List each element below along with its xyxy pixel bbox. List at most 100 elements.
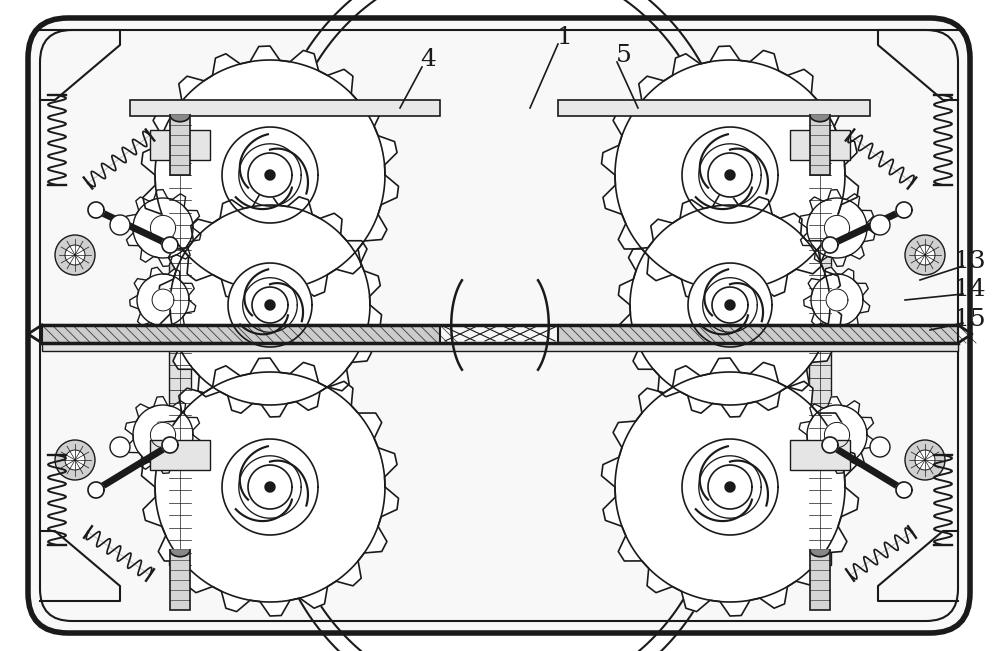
Polygon shape [162,237,178,253]
Circle shape [65,245,85,265]
Polygon shape [682,127,778,223]
Polygon shape [618,193,842,417]
FancyBboxPatch shape [28,18,970,633]
Polygon shape [125,189,201,266]
Polygon shape [630,205,830,405]
Polygon shape [170,115,190,122]
Polygon shape [601,358,859,616]
Bar [810,550,830,610]
Polygon shape [811,274,863,326]
Polygon shape [222,127,318,223]
Bar [150,440,210,470]
Polygon shape [615,372,845,602]
Polygon shape [133,405,193,465]
Bar [170,550,190,610]
Polygon shape [824,215,850,241]
Polygon shape [137,274,189,326]
Polygon shape [152,289,174,311]
Polygon shape [248,465,292,509]
Polygon shape [810,115,830,122]
Bar [169,340,191,565]
Circle shape [915,450,935,470]
Polygon shape [699,456,761,518]
Polygon shape [170,205,370,405]
Circle shape [870,215,890,235]
Bar [558,100,870,116]
Polygon shape [130,267,196,333]
Text: 5: 5 [616,44,632,66]
Polygon shape [239,456,301,518]
Polygon shape [239,144,301,206]
Polygon shape [799,396,875,473]
Bar [150,130,210,160]
Circle shape [55,235,95,275]
Polygon shape [228,263,312,347]
Polygon shape [725,170,735,180]
Polygon shape [155,60,385,290]
Polygon shape [133,198,193,258]
Circle shape [870,437,890,457]
Polygon shape [222,439,318,535]
Text: 14: 14 [954,279,986,301]
Polygon shape [601,46,859,304]
Polygon shape [125,396,201,473]
Polygon shape [615,60,845,290]
Polygon shape [141,46,399,304]
Polygon shape [712,287,748,323]
Polygon shape [708,153,752,197]
Polygon shape [162,437,178,453]
Polygon shape [682,439,778,535]
Polygon shape [88,202,104,218]
Polygon shape [824,422,850,448]
Bar [170,115,190,175]
Circle shape [65,450,85,470]
Bar [169,100,191,325]
Polygon shape [88,482,104,498]
Polygon shape [252,287,288,323]
Bar [130,100,440,116]
Polygon shape [725,482,735,492]
Text: 1: 1 [557,27,573,49]
Polygon shape [699,144,761,206]
Polygon shape [248,153,292,197]
Polygon shape [158,193,382,417]
Polygon shape [150,422,176,448]
Polygon shape [708,465,752,509]
Polygon shape [810,550,830,557]
Text: 4: 4 [420,49,436,72]
Bar [809,100,831,325]
Bar [790,130,850,160]
Polygon shape [822,237,838,253]
Bar [558,325,958,343]
Bar [42,325,440,343]
Bar [790,440,850,470]
Circle shape [110,437,130,457]
Bar [809,340,831,565]
Circle shape [915,245,935,265]
Circle shape [905,235,945,275]
Polygon shape [265,300,275,310]
Polygon shape [896,482,912,498]
Polygon shape [150,215,176,241]
Polygon shape [265,482,275,492]
Polygon shape [807,405,867,465]
Polygon shape [807,198,867,258]
Polygon shape [688,263,772,347]
Polygon shape [170,550,190,557]
Polygon shape [243,278,297,332]
Circle shape [905,440,945,480]
Text: 13: 13 [954,251,986,273]
Bar [810,115,830,175]
Polygon shape [155,372,385,602]
Polygon shape [703,278,757,332]
Polygon shape [141,358,399,616]
Text: 15: 15 [954,309,986,331]
Circle shape [110,215,130,235]
Polygon shape [725,300,735,310]
Circle shape [55,440,95,480]
Polygon shape [896,202,912,218]
Polygon shape [804,267,870,333]
Polygon shape [826,289,848,311]
Polygon shape [822,437,838,453]
Polygon shape [265,170,275,180]
